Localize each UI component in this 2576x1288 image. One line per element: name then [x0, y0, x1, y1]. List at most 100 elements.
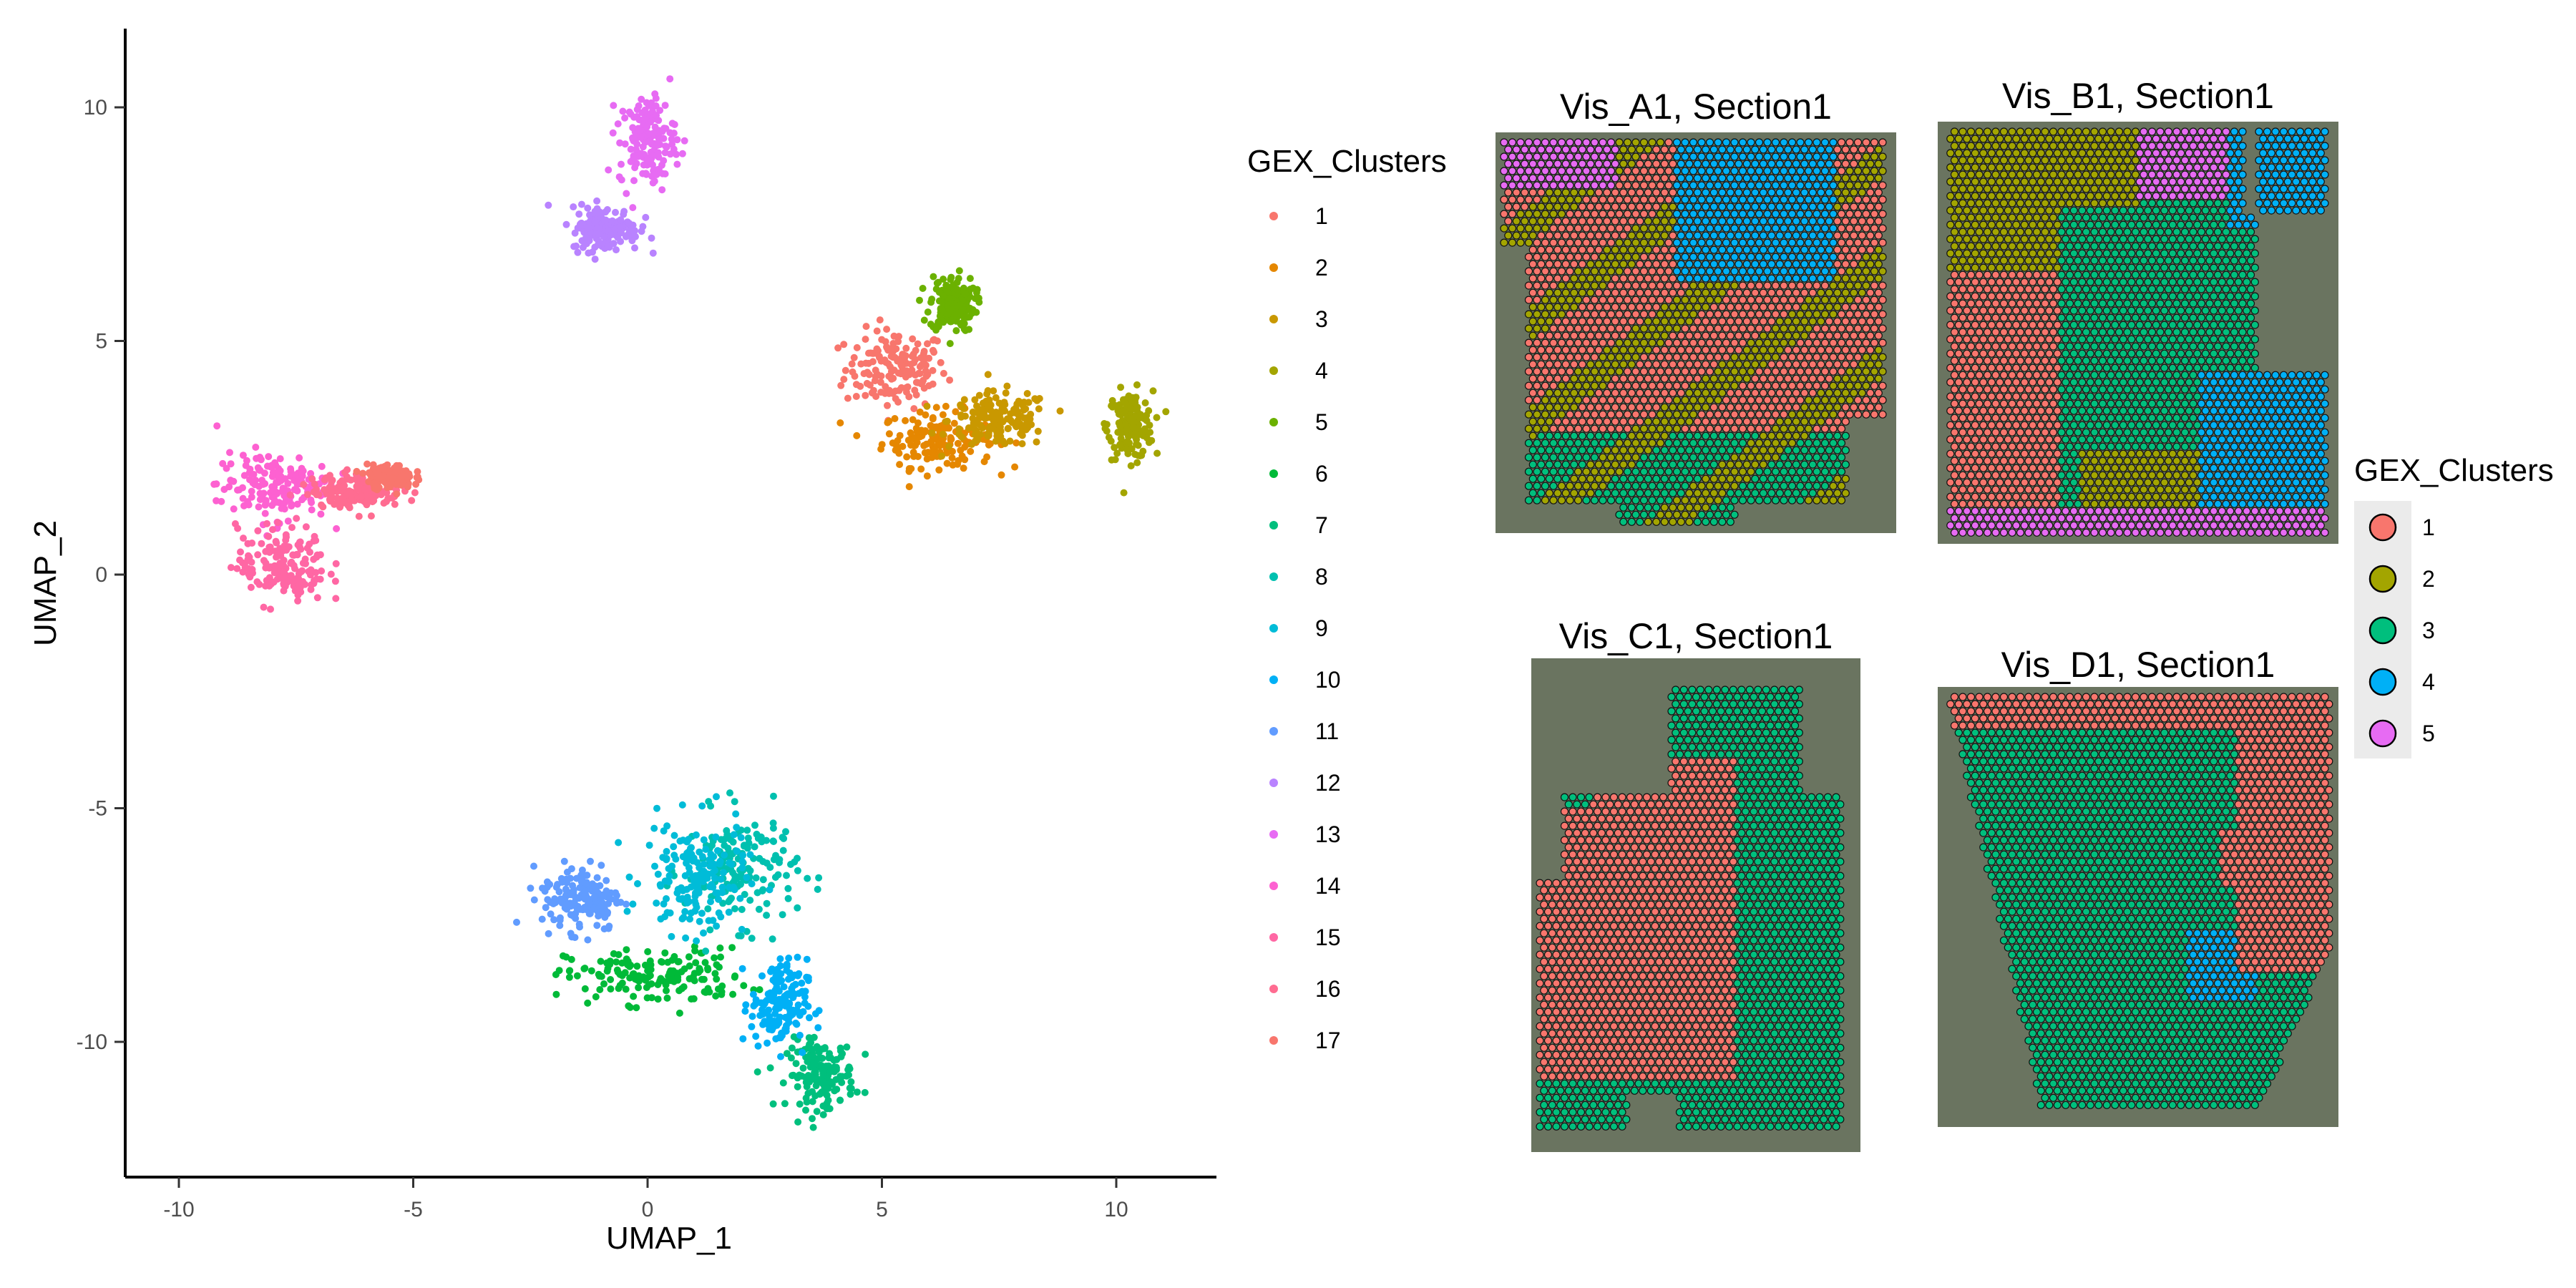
spot [1775, 174, 1784, 182]
spot [1850, 274, 1858, 283]
spot [1722, 367, 1731, 376]
umap-point [328, 477, 336, 484]
umap-point [767, 991, 775, 999]
spot [1813, 324, 1821, 333]
spot [1685, 317, 1694, 326]
spot [1780, 296, 1788, 304]
spot [1722, 439, 1731, 447]
spot [1862, 138, 1870, 147]
spot [1850, 188, 1858, 197]
spot [1606, 439, 1616, 447]
spot [1866, 188, 1875, 197]
spot [1586, 374, 1595, 383]
spot [1636, 446, 1644, 454]
spot [1726, 431, 1735, 440]
umap-point [773, 983, 781, 991]
spot [1751, 145, 1760, 154]
spot [1722, 238, 1731, 247]
spot [1639, 324, 1649, 333]
umap-point [654, 981, 662, 988]
spot [1615, 367, 1624, 376]
spot [1652, 217, 1661, 225]
spot [1533, 238, 1541, 247]
umap-point [924, 371, 932, 379]
umap-point [1123, 425, 1131, 433]
spot [1615, 138, 1624, 147]
spot [1664, 152, 1673, 161]
spot [1697, 424, 1706, 433]
spot [1611, 188, 1619, 197]
spot [1705, 396, 1714, 404]
spot [1862, 353, 1870, 361]
spot [1878, 338, 1887, 347]
spot [1553, 274, 1562, 283]
spot [1767, 417, 1776, 426]
spot [1660, 389, 1669, 397]
spot [1742, 188, 1751, 197]
spot [1669, 188, 1677, 197]
spot [1702, 260, 1710, 268]
spot [1817, 217, 1825, 225]
spot [1627, 260, 1636, 268]
umap-point [670, 952, 678, 960]
spot [1648, 238, 1657, 247]
umap-point [213, 422, 221, 430]
umap-point [297, 545, 305, 553]
spot [1862, 238, 1870, 247]
spot [1549, 210, 1558, 218]
spot [1817, 203, 1825, 211]
umap-point [411, 489, 419, 497]
spot [1656, 381, 1665, 390]
spot [1841, 460, 1850, 469]
spot [1648, 324, 1657, 333]
umap-point [246, 476, 253, 484]
spot [1878, 167, 1887, 175]
umap-point [1133, 381, 1141, 389]
spot [1533, 396, 1541, 404]
spot [1528, 217, 1537, 225]
umap-point [273, 539, 280, 547]
spot [1541, 453, 1550, 462]
spot [1599, 338, 1607, 347]
umap-point [662, 142, 670, 150]
spot [1833, 303, 1842, 311]
spot [1862, 210, 1870, 218]
umap-point [794, 1118, 802, 1126]
spot [1644, 288, 1652, 297]
spot [1759, 145, 1767, 154]
umap-point [248, 540, 256, 547]
spot [1528, 245, 1537, 254]
umap-point [713, 793, 720, 801]
spot [1615, 181, 1624, 190]
spot [1702, 403, 1710, 411]
umap-point [965, 326, 973, 333]
umap-point [759, 1020, 767, 1028]
spot [1714, 310, 1722, 318]
umap-point [706, 926, 714, 934]
spot [1747, 396, 1755, 404]
spot [1817, 346, 1825, 354]
spot [1878, 210, 1887, 218]
cluster-1-points [834, 316, 954, 424]
spot [1709, 474, 1718, 483]
spot [1599, 195, 1607, 204]
spot [1714, 181, 1722, 190]
spot [1850, 160, 1858, 168]
spot [1681, 467, 1689, 476]
umap-point [227, 460, 235, 468]
spot [1767, 260, 1776, 268]
spot [1738, 281, 1747, 290]
umap-point [293, 471, 301, 479]
umap-point [630, 177, 638, 185]
spot [1685, 360, 1694, 369]
umap-point [930, 336, 938, 344]
spot [1833, 274, 1842, 283]
spot [1730, 353, 1739, 361]
spot [1533, 181, 1541, 190]
spot [1858, 288, 1866, 297]
spot [1656, 238, 1665, 247]
spot [1755, 467, 1764, 476]
spot [1586, 188, 1595, 197]
spot [1792, 317, 1800, 326]
umap-point [753, 830, 761, 838]
